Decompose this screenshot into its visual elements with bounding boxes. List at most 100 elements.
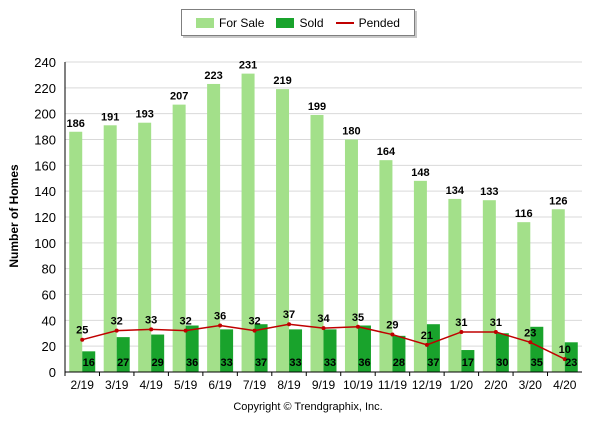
data-label-sold: 27 (117, 357, 129, 369)
legend-swatch-pended (335, 21, 354, 24)
x-tick-label: 4/20 (553, 378, 577, 392)
legend-label-for-sale: For Sale (219, 15, 265, 30)
x-tick-label: 12/19 (412, 378, 442, 392)
legend-label-pended: Pended (358, 15, 400, 30)
bar-for-sale (138, 122, 152, 372)
data-label-pended: 23 (524, 327, 536, 339)
data-label-sold: 37 (255, 357, 267, 369)
y-tick-label: 20 (42, 339, 56, 354)
bar-sold (530, 326, 544, 372)
bar-sold (254, 324, 268, 372)
bar-for-sale (413, 180, 427, 372)
data-label-sold: 28 (393, 357, 405, 369)
data-label-sold: 17 (462, 357, 474, 369)
x-tick-label: 3/19 (105, 378, 129, 392)
data-label-for-sale: 148 (411, 167, 429, 179)
y-tick-label: 40 (42, 313, 56, 328)
y-tick-label: 0 (49, 365, 56, 380)
bar-for-sale (207, 83, 221, 372)
bar-for-sale (379, 160, 393, 372)
data-label-sold: 33 (220, 357, 232, 369)
y-tick-label: 80 (42, 262, 56, 277)
bar-sold (392, 335, 406, 372)
bar-for-sale (69, 131, 83, 372)
copyright-footer: Copyright © Trendgraphix, Inc. (233, 401, 383, 413)
x-tick-label: 5/19 (174, 378, 198, 392)
pended-line (80, 322, 567, 362)
legend-swatch-for-sale (196, 17, 215, 28)
legend-swatch-sold (276, 17, 295, 28)
pended-point (493, 329, 498, 334)
legend-item-pended: Pended (335, 15, 400, 30)
data-label-sold: 33 (324, 357, 336, 369)
y-tick-label: 60 (42, 288, 56, 303)
pended-point (562, 357, 567, 362)
data-label-pended: 25 (76, 325, 88, 337)
x-tick-label: 8/19 (277, 378, 301, 392)
x-tick-label: 11/19 (378, 378, 407, 392)
bar-sold (495, 333, 509, 372)
legend-label-sold: Sold (299, 15, 324, 30)
bar-for-sale (241, 73, 255, 372)
bars (69, 73, 578, 373)
pended-point (424, 342, 429, 347)
bar-sold (323, 329, 337, 372)
data-label-pended: 32 (248, 316, 260, 328)
data-label-for-sale: 133 (480, 186, 498, 198)
x-tick-label: 7/19 (243, 378, 267, 392)
pended-point (390, 332, 395, 337)
pended-point (355, 324, 360, 329)
data-label-pended: 31 (490, 317, 502, 329)
bar-for-sale (276, 89, 290, 372)
data-label-sold: 29 (152, 357, 164, 369)
bar-for-sale (103, 125, 117, 373)
x-tick-label: 4/19 (139, 378, 163, 392)
data-label-for-sale: 191 (101, 111, 119, 123)
x-tick-label: 9/19 (312, 378, 336, 392)
bar-sold (461, 350, 475, 372)
bar-for-sale (482, 200, 496, 372)
pended-point (80, 337, 85, 342)
pended-point (287, 322, 292, 327)
bar-sold (151, 334, 165, 372)
pended-point (183, 328, 188, 333)
x-tick-label: 6/19 (208, 378, 232, 392)
data-label-for-sale: 186 (67, 118, 85, 130)
data-label-for-sale: 231 (239, 60, 257, 72)
bar-for-sale (517, 222, 531, 372)
data-label-for-sale: 180 (342, 126, 360, 138)
data-label-for-sale: 219 (273, 75, 291, 87)
bar-sold (289, 329, 303, 372)
axes: 0 20 40 60 80 100 120 140 160 180 200 220 240 2/19 3/1… (34, 55, 582, 392)
data-label-pended: 34 (317, 313, 330, 325)
data-label-for-sale: 134 (446, 185, 465, 197)
data-label-sold: 16 (83, 357, 95, 369)
x-tick-label: 10/19 (343, 378, 373, 392)
bar-sold (185, 325, 199, 372)
legend-item-for-sale: For Sale (196, 16, 264, 30)
y-tick-label: 220 (34, 81, 56, 96)
data-label-pended: 29 (386, 320, 398, 332)
data-label-for-sale: 116 (515, 208, 533, 220)
pended-point (459, 329, 464, 334)
pended-point (528, 340, 533, 345)
data-label-sold: 23 (565, 357, 577, 369)
data-label-sold: 35 (531, 357, 543, 369)
data-label-sold: 36 (358, 357, 370, 369)
data-label-for-sale: 164 (377, 146, 396, 158)
bar-sold (357, 325, 371, 372)
data-label-pended: 10 (559, 344, 571, 356)
bar-sold (426, 324, 440, 372)
data-label-pended: 33 (145, 314, 157, 326)
data-label-for-sale: 126 (549, 195, 567, 207)
x-tick-label: 1/20 (450, 378, 474, 392)
y-tick-label: 140 (34, 184, 56, 199)
data-label-pended: 31 (455, 317, 467, 329)
pended-point (149, 327, 154, 332)
x-tick-label: 2/19 (71, 378, 95, 392)
bar-sold (220, 329, 234, 372)
data-label-for-sale: 193 (135, 109, 153, 121)
y-tick-label: 180 (34, 133, 56, 148)
bar-sold (116, 337, 130, 372)
data-label-pended: 36 (214, 311, 226, 323)
